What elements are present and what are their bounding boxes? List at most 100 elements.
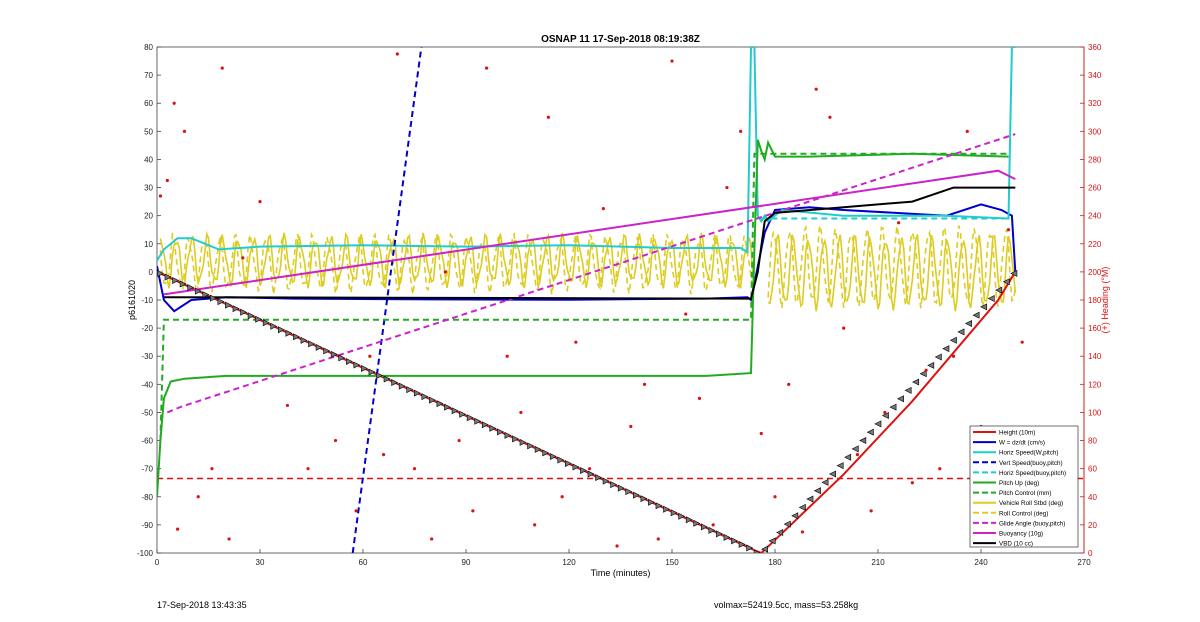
height-marker xyxy=(444,403,452,411)
y-tick-label: 80 xyxy=(144,43,153,52)
height-marker xyxy=(912,378,920,386)
heading-point xyxy=(220,66,224,70)
height-marker xyxy=(308,340,316,348)
heading-point xyxy=(759,431,763,436)
height-marker xyxy=(1002,278,1010,286)
height-marker xyxy=(738,540,746,548)
height-marker xyxy=(474,417,482,425)
height-marker xyxy=(481,421,489,429)
height-marker xyxy=(844,453,852,461)
heading-point xyxy=(519,410,523,415)
heading-point xyxy=(306,467,310,471)
height-marker xyxy=(791,512,799,520)
height-marker xyxy=(776,529,784,536)
y-tick-label: 30 xyxy=(144,184,153,193)
x-tick-label: 60 xyxy=(359,558,368,567)
y-tick-label: 10 xyxy=(144,240,153,249)
y2-tick-label: 20 xyxy=(1088,521,1097,530)
height-marker xyxy=(700,523,708,531)
legend-label: W = dz/dt (cm/s) xyxy=(999,440,1045,447)
height-marker xyxy=(617,484,625,492)
height-marker xyxy=(663,505,671,513)
height-marker xyxy=(179,280,187,288)
height-marker xyxy=(851,445,859,453)
y2-tick-label: 200 xyxy=(1088,268,1102,277)
height-marker xyxy=(557,456,565,464)
height-marker xyxy=(338,354,346,362)
y-tick-label: 20 xyxy=(144,212,153,221)
height-marker xyxy=(572,463,580,471)
y2-tick-label: 360 xyxy=(1088,43,1102,52)
legend-label: Pitch Control (mm) xyxy=(999,490,1051,497)
height-marker xyxy=(232,305,240,313)
height-marker xyxy=(391,379,399,387)
height-marker xyxy=(406,386,414,394)
series-line-3 xyxy=(351,47,423,553)
heading-point xyxy=(176,527,180,531)
x-tick-label: 90 xyxy=(462,558,471,567)
legend-label: Vert Speed(buoy,pitch) xyxy=(999,460,1063,467)
height-marker xyxy=(580,467,588,475)
height-marker xyxy=(753,549,761,553)
y-tick-label: -20 xyxy=(141,324,153,333)
height-marker xyxy=(874,420,882,428)
height-marker xyxy=(625,488,633,496)
height-marker xyxy=(172,277,180,285)
heading-point xyxy=(924,368,928,372)
height-marker xyxy=(527,442,535,450)
height-marker xyxy=(806,495,814,503)
heading-point xyxy=(382,453,386,457)
height-marker xyxy=(881,411,889,419)
height-marker xyxy=(330,350,338,358)
legend-label: Glide Angle (buoy,pitch) xyxy=(999,520,1065,527)
heading-point xyxy=(684,312,688,316)
height-marker xyxy=(398,382,406,390)
x-tick-label: 150 xyxy=(665,558,679,567)
x-tick-label: 0 xyxy=(155,558,160,567)
heading-point xyxy=(505,354,509,358)
legend-label: Horiz Speed(W,pitch) xyxy=(999,450,1059,457)
height-marker xyxy=(285,329,293,337)
heading-point xyxy=(165,178,169,183)
height-marker xyxy=(255,315,263,323)
heading-point xyxy=(1006,228,1011,232)
height-marker xyxy=(270,322,278,330)
heading-point xyxy=(1020,340,1024,344)
heading-point xyxy=(430,537,434,541)
heading-point xyxy=(773,495,777,499)
footer-summary: volmax=52419.5cc, mass=53.258kg xyxy=(714,600,859,610)
heading-point xyxy=(938,467,942,471)
heading-point xyxy=(471,509,475,513)
roll-control-dashed-line-2 xyxy=(767,224,1017,309)
label-layer: OSNAP 11 17-Sep-2018 08:19:38Z Time (minu… xyxy=(127,34,1110,578)
height-marker xyxy=(655,502,663,510)
height-marker xyxy=(640,495,648,503)
height-marker xyxy=(678,512,686,520)
heading-point xyxy=(855,453,860,457)
heading-point xyxy=(560,495,564,499)
height-marker xyxy=(632,491,640,499)
height-marker xyxy=(798,503,806,511)
y-tick-label: 70 xyxy=(144,71,153,80)
height-marker xyxy=(708,526,716,534)
height-marker xyxy=(859,437,867,445)
footer-timestamp: 17-Sep-2018 13:43:35 xyxy=(157,600,247,610)
height-marker xyxy=(934,353,942,361)
y-tick-label: 0 xyxy=(149,268,154,277)
series-line-1 xyxy=(157,203,1017,313)
series-line-6 xyxy=(159,152,1009,441)
heading-point xyxy=(869,509,873,513)
height-marker xyxy=(987,294,995,302)
heading-point xyxy=(546,115,551,119)
heading-point xyxy=(241,256,245,260)
heading-point xyxy=(739,129,743,133)
heading-point xyxy=(883,410,887,415)
height-marker xyxy=(187,284,195,292)
height-marker xyxy=(225,301,233,309)
x-tick-label: 240 xyxy=(974,558,988,567)
heading-point xyxy=(965,129,969,133)
legend-label: Height (10m) xyxy=(999,430,1035,437)
legend-label: Roll Control (deg) xyxy=(999,510,1048,517)
x-axis-label: Time (minutes) xyxy=(591,568,651,578)
heading-point xyxy=(897,221,901,225)
